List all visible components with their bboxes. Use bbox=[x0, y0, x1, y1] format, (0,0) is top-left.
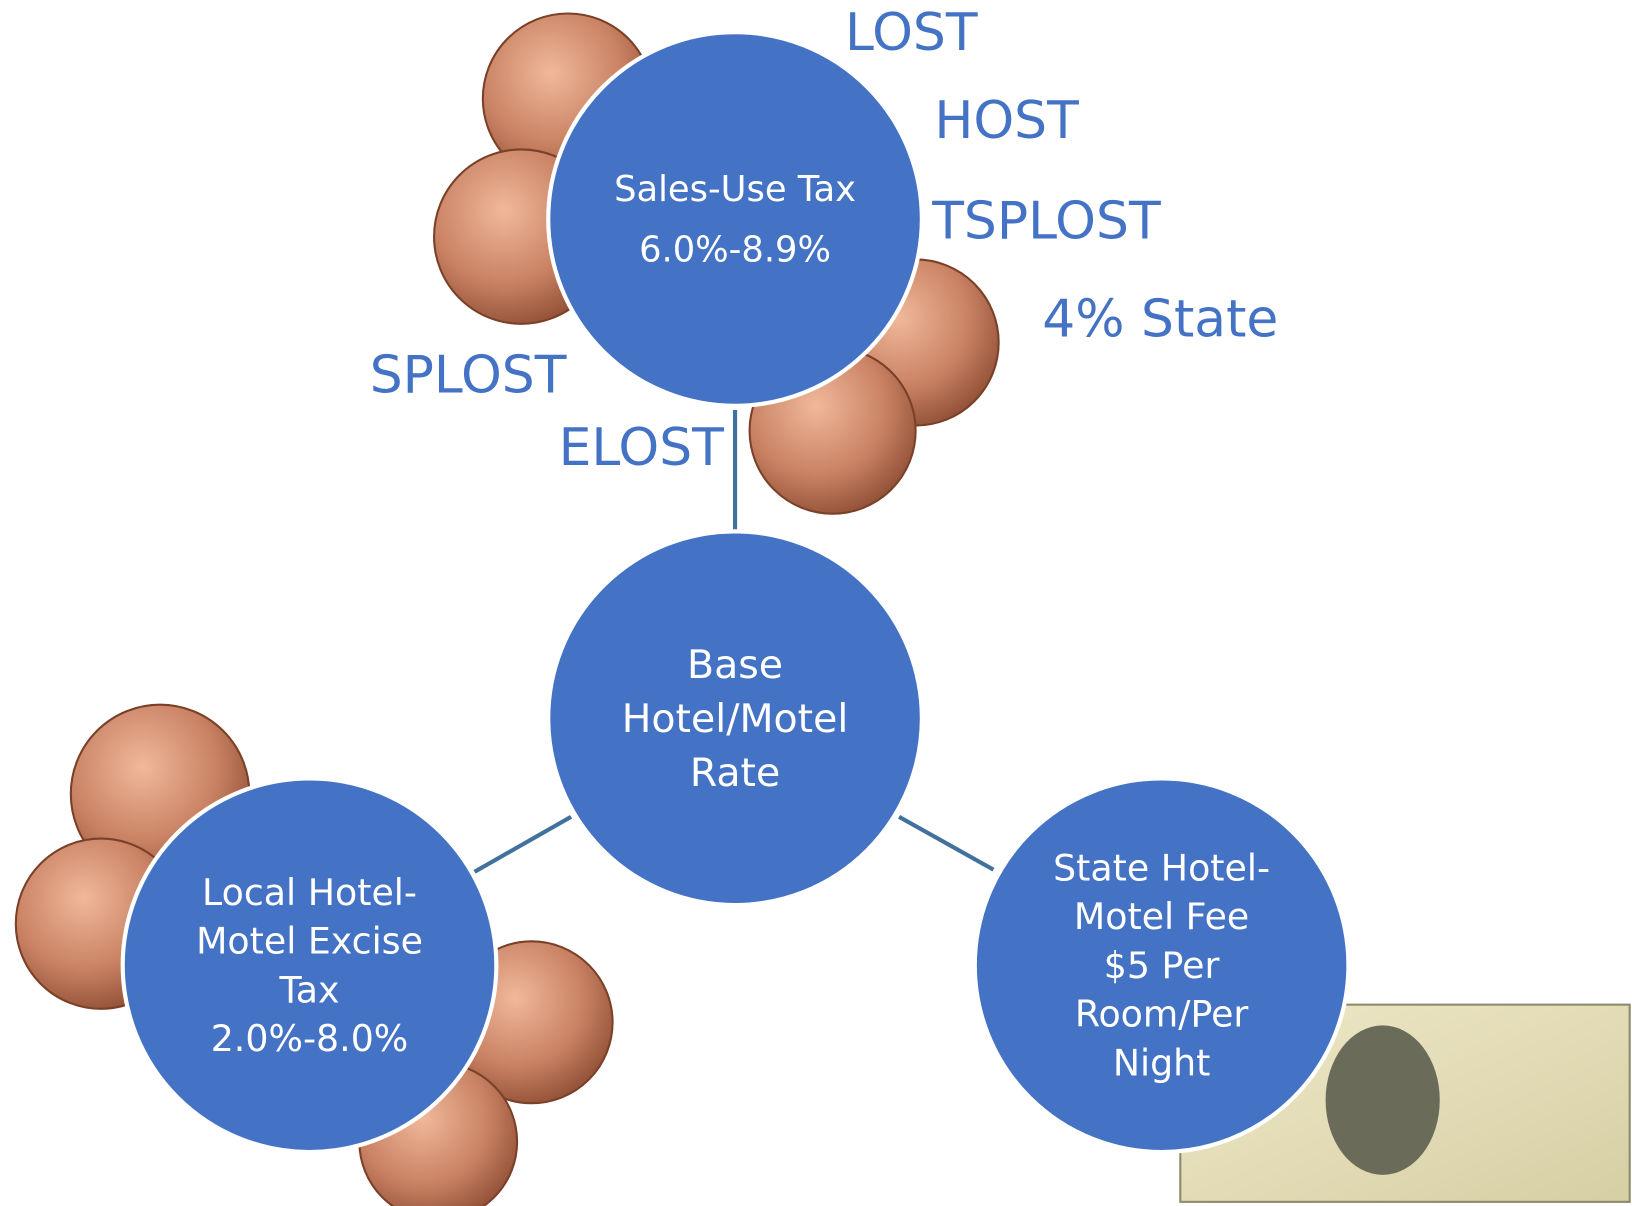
page: Base Hotel/Motel Rate Sales-Use Tax 6.0%-8.9… bbox=[0, 0, 1632, 1206]
connector bbox=[475, 817, 572, 872]
node-text: Tax bbox=[279, 968, 340, 1011]
connector bbox=[899, 817, 993, 870]
tax-label: SPLOST bbox=[370, 345, 567, 405]
tax-label: LOST bbox=[845, 3, 978, 63]
node-text: Rate bbox=[690, 750, 780, 796]
node-text: Sales-Use Tax bbox=[614, 169, 856, 210]
node-text: Motel Fee bbox=[1074, 895, 1249, 938]
tax-label: 4% State bbox=[1042, 289, 1278, 349]
node-text: Room/Per bbox=[1075, 993, 1249, 1036]
node-text: Local Hotel- bbox=[202, 871, 417, 914]
node: Local Hotel- Motel Excise Tax 2.0%-8.0% bbox=[123, 778, 497, 1152]
tax-label: ELOST bbox=[559, 418, 725, 478]
tax-label: TSPLOST bbox=[931, 192, 1161, 252]
diagram: Base Hotel/Motel Rate Sales-Use Tax 6.0%-8.9… bbox=[0, 0, 1632, 1206]
node-text: Hotel/Motel bbox=[622, 696, 849, 742]
node-text: State Hotel- bbox=[1053, 846, 1270, 889]
node-text: Motel Excise bbox=[196, 920, 423, 963]
node-text: Night bbox=[1113, 1041, 1211, 1084]
tax-label: HOST bbox=[934, 91, 1079, 151]
node: State Hotel- Motel Fee $5 Per Room/Per Night bbox=[975, 778, 1349, 1152]
portrait bbox=[1326, 1025, 1440, 1174]
node-text: Base bbox=[687, 642, 783, 688]
node-circle bbox=[123, 778, 497, 1152]
nodes: Base Hotel/Motel Rate Sales-Use Tax 6.0%-8.9… bbox=[123, 32, 1349, 1152]
node-text: 6.0%-8.9% bbox=[639, 229, 831, 270]
node: Sales-Use Tax 6.0%-8.9% bbox=[548, 32, 922, 406]
node: Base Hotel/Motel Rate bbox=[548, 531, 922, 905]
node-text: 2.0%-8.0% bbox=[211, 1017, 409, 1060]
node-text: $5 Per bbox=[1104, 944, 1220, 987]
node-circle bbox=[548, 32, 922, 406]
